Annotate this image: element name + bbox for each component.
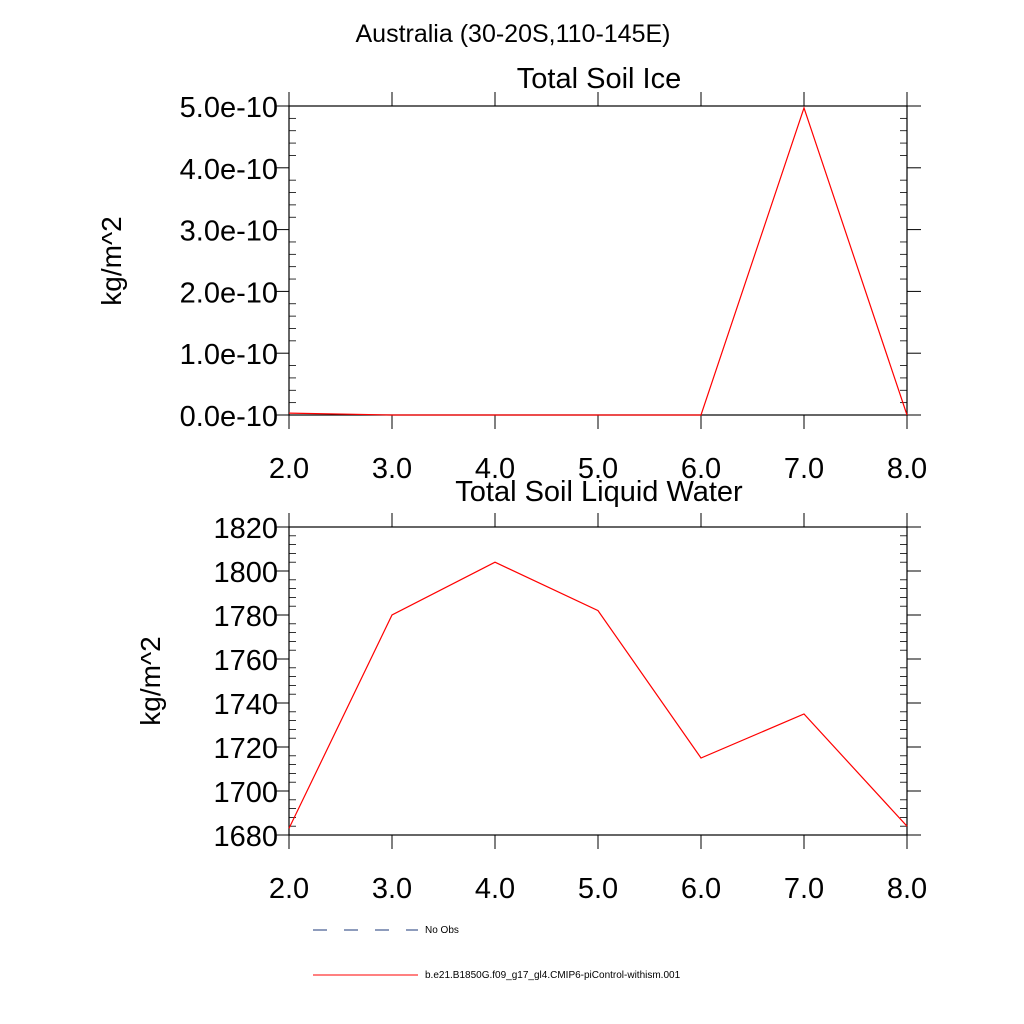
y-tick-label: 1820 [213, 513, 278, 545]
y-tick-label: 0.0e-10 [180, 401, 278, 433]
x-tick-label: 5.0 [578, 873, 618, 905]
plot-frame [288, 526, 908, 836]
y-axis-label: kg/m^2 [135, 636, 166, 725]
legend-label-no-obs: No Obs [425, 925, 459, 936]
series-line [288, 106, 908, 416]
series-line [288, 561, 908, 829]
x-tick-label: 2.0 [269, 873, 309, 905]
chart-total-soil-ice: Total Soil Ice kg/m^2 2.0 3.0 4.0 5.0 6.0 7.0… [96, 63, 927, 485]
y-tick-label: 1700 [213, 777, 278, 809]
x-tick-label: 7.0 [784, 873, 824, 905]
y-tick-label: 1.0e-10 [180, 339, 278, 371]
x-tick-label: 8.0 [887, 453, 927, 485]
y-tick-label: 3.0e-10 [180, 216, 278, 248]
chart-marks: 2.0 3.0 4.0 5.0 6.0 7.0 8.0 0.0e-10 1.0e-10 2.0e-… [180, 92, 927, 485]
x-tick-label: 4.0 [475, 453, 515, 485]
x-tick-label: 3.0 [372, 873, 412, 905]
y-tick-label: 1680 [213, 821, 278, 853]
x-tick-label: 5.0 [578, 453, 618, 485]
y-tick-label: 4.0e-10 [180, 154, 278, 186]
y-tick-label: 1760 [213, 645, 278, 677]
chart-title: Total Soil Ice [517, 63, 681, 95]
x-tick-label: 7.0 [784, 453, 824, 485]
x-tick-label: 8.0 [887, 873, 927, 905]
y-tick-label: 5.0e-10 [180, 92, 278, 124]
x-tick-label: 3.0 [372, 453, 412, 485]
legend-label-model: b.e21.B1850G.f09_g17_gl4.CMIP6-piControl… [425, 970, 681, 981]
x-tick-label: 6.0 [681, 453, 721, 485]
x-tick-label: 2.0 [269, 453, 309, 485]
x-tick-label: 4.0 [475, 873, 515, 905]
y-axis-label: kg/m^2 [96, 216, 127, 305]
y-tick-label: 1740 [213, 689, 278, 721]
y-tick-label: 2.0e-10 [180, 277, 278, 309]
plot-frame [288, 105, 908, 416]
y-tick-label: 1720 [213, 733, 278, 765]
x-tick-label: 6.0 [681, 873, 721, 905]
y-tick-label: 1780 [213, 601, 278, 633]
y-tick-label: 1800 [213, 557, 278, 589]
chart-total-soil-liquid-water: Total Soil Liquid Water kg/m^2 2.0 3.0 4.0… [135, 476, 927, 905]
figure-title: Australia (30-20S,110-145E) [356, 20, 671, 48]
chart-title: Total Soil Liquid Water [455, 476, 743, 508]
chart-marks: 2.0 3.0 4.0 5.0 6.0 7.0 8.0 1680 1700 1720 1740 176… [213, 513, 927, 905]
legend: No Obs b.e21.B1850G.f09_g17_gl4.CMIP6-pi… [313, 925, 681, 981]
